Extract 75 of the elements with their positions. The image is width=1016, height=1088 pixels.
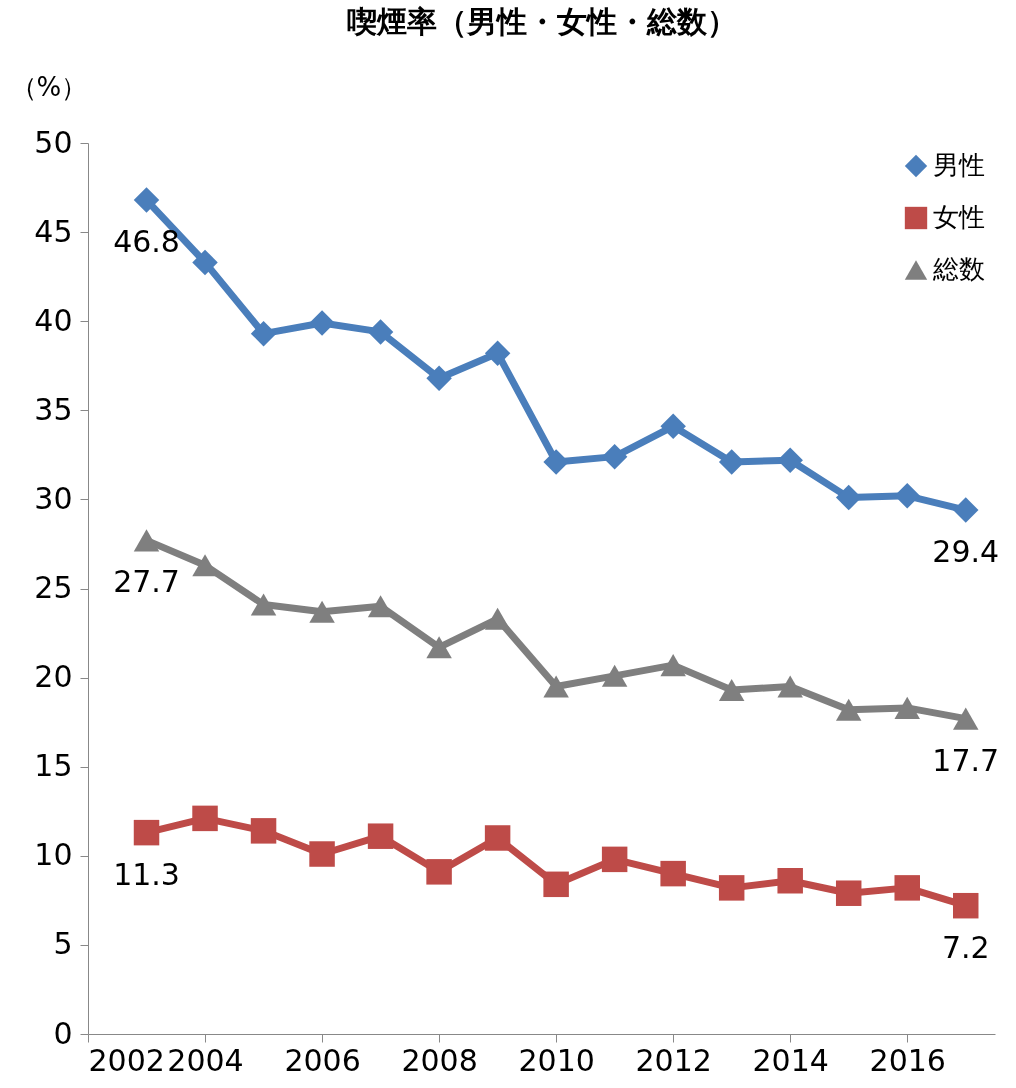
point	[835, 484, 862, 511]
point	[835, 698, 862, 721]
point	[952, 892, 979, 919]
point	[601, 846, 628, 873]
x-tick-label: 2008	[401, 1042, 478, 1078]
point	[601, 443, 628, 470]
point	[484, 825, 511, 851]
y-tick-label: 0	[53, 1015, 73, 1051]
data-label: 11.3	[113, 856, 180, 892]
point	[309, 600, 335, 623]
legend-label: 女性	[933, 202, 985, 232]
point	[894, 483, 920, 509]
legend-label: 男性	[933, 150, 985, 180]
point	[192, 249, 218, 276]
point	[543, 871, 569, 898]
point	[309, 841, 335, 867]
y-tick-label: 35	[34, 391, 73, 427]
y-tick-label: 40	[34, 302, 73, 338]
x-tick-label: 2006	[284, 1042, 361, 1078]
x-tick-label: 2012	[635, 1042, 712, 1078]
point	[777, 675, 803, 698]
point	[601, 664, 628, 687]
x-tick-label: 2014	[752, 1042, 829, 1078]
point	[484, 340, 511, 367]
point	[543, 449, 569, 475]
point	[484, 607, 511, 630]
y-tick-label: 10	[34, 837, 73, 873]
point	[660, 413, 686, 440]
point	[426, 859, 452, 885]
point	[660, 654, 686, 677]
point	[133, 819, 160, 846]
point	[660, 860, 686, 887]
point	[133, 529, 160, 552]
point	[426, 365, 452, 391]
point	[426, 636, 452, 659]
point	[192, 554, 218, 577]
point	[133, 187, 160, 213]
data-label: 29.4	[932, 534, 1000, 570]
x-tick-label: 2016	[869, 1042, 946, 1078]
x-tick-label: 2010	[518, 1042, 595, 1078]
y-tick-label: 15	[34, 748, 73, 784]
point	[543, 675, 569, 698]
point	[952, 497, 979, 523]
data-label: 17.7	[932, 742, 1000, 778]
point	[250, 818, 277, 844]
point	[952, 707, 979, 730]
y-tick-label: 25	[34, 570, 73, 605]
data-label: 7.2	[941, 929, 990, 965]
point	[718, 875, 745, 901]
point	[718, 449, 745, 475]
y-tick-label: 30	[34, 480, 73, 516]
point	[835, 880, 862, 906]
y-tick-label: 5	[53, 926, 73, 962]
y-axis-title: （%）	[10, 71, 88, 102]
point	[250, 593, 277, 616]
data-label: 46.8	[113, 224, 180, 260]
point	[777, 868, 803, 894]
point	[250, 320, 277, 347]
point	[718, 679, 745, 702]
point	[894, 696, 920, 719]
legend-label: 総数	[932, 254, 985, 284]
y-tick-label: 20	[34, 659, 73, 695]
data-label: 27.7	[113, 564, 180, 600]
point	[367, 823, 394, 849]
chart-title: 喫煙率（男性・女性・総数）	[346, 4, 737, 39]
x-tick-label: 2004	[167, 1042, 244, 1078]
x-tick-label: 2002	[88, 1042, 165, 1078]
y-tick-label: 45	[34, 213, 73, 249]
point	[309, 310, 335, 336]
point	[192, 805, 218, 832]
point	[367, 319, 394, 345]
y-tick-label: 50	[34, 124, 73, 160]
point	[367, 595, 394, 618]
point	[777, 447, 803, 473]
point	[894, 875, 920, 901]
